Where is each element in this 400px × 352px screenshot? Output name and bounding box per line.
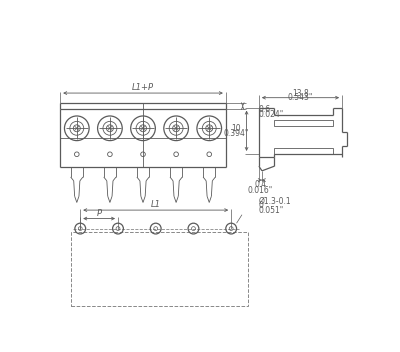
Text: 0.6: 0.6 xyxy=(258,105,270,114)
Text: 13.8: 13.8 xyxy=(292,89,309,98)
Text: 10: 10 xyxy=(231,124,241,133)
Bar xyxy=(274,148,333,154)
Bar xyxy=(274,120,333,126)
Text: 0.543": 0.543" xyxy=(288,93,313,102)
Text: P: P xyxy=(97,209,102,219)
Text: 0.016": 0.016" xyxy=(248,186,273,195)
Bar xyxy=(71,232,248,306)
Text: 0.024": 0.024" xyxy=(258,110,283,119)
Text: L1+P: L1+P xyxy=(132,83,154,92)
Text: 0: 0 xyxy=(259,201,264,210)
Text: 0.394": 0.394" xyxy=(223,130,248,138)
Text: 0.4: 0.4 xyxy=(254,180,266,189)
Text: 0.051": 0.051" xyxy=(259,206,284,215)
Text: L1: L1 xyxy=(151,200,161,209)
Text: Ø1.3-0.1: Ø1.3-0.1 xyxy=(259,196,292,206)
